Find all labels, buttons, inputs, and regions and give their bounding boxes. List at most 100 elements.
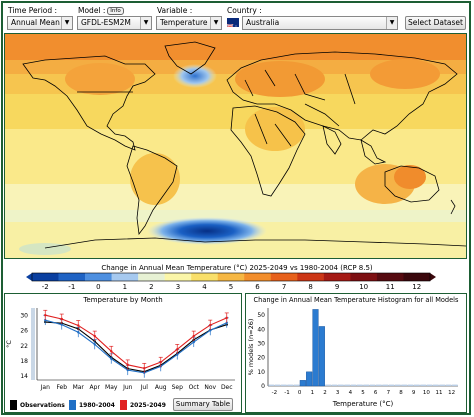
colorbar-segment [217,273,245,281]
data-point [77,331,80,334]
model-select[interactable]: GFDL-ESM2M ▼ [77,16,152,30]
baseline-bar [287,384,294,386]
baseline-bar [445,384,452,386]
baseline-bar [274,384,281,386]
data-point [209,329,212,332]
x-tick-label: 11 [436,390,443,396]
x-axis-label: Temperature (°C) [332,400,394,408]
data-point [159,360,162,364]
data-point [192,334,195,338]
x-tick-label: -2 [272,390,277,396]
data-point [176,353,179,356]
x-tick-label: Jun [122,384,133,391]
baseline-bar [394,384,401,386]
x-tick-label: Mar [73,384,85,391]
colorbar-tick-label: 8 [308,283,312,291]
colorbar-segment [297,273,325,281]
monthly-line-chart: 14 18 22 26 30 °C Jan Feb Mar Apr May Jun Jul Aug Sep O… [5,308,235,391]
colorbar-tick-label: 6 [255,283,260,291]
colorbar-segment [376,273,404,281]
x-tick-label: Jul [140,384,149,391]
legend-2025-2049: 2025-2049 [120,400,166,410]
baseline-bar [369,384,376,386]
colorbar-segment [191,273,219,281]
world-map-svg [5,34,466,258]
baseline-bar [280,384,287,386]
baseline-bar [363,384,370,386]
y-tick-label: 10 [257,369,265,376]
legend-swatch-observations [10,400,17,410]
baseline-bar [420,384,427,386]
y-range-strip [31,308,35,380]
y-tick-label: 0 [261,383,265,390]
country-select[interactable]: Australia ▼ [242,16,398,30]
x-tick-label: -1 [284,390,289,396]
baseline-bar [432,384,439,386]
chevron-down-icon: ▼ [61,17,72,29]
colorbar-segment [164,273,192,281]
x-tick-label: May [105,384,118,391]
baseline-bar [439,384,446,386]
legend-label-1980-2004: 1980-2004 [79,401,115,409]
baseline-bar [293,384,300,386]
histogram-panel: Change in Annual Mean Temperature Histog… [245,293,467,413]
baseline-bar [451,384,458,386]
x-tick-label: 2 [323,390,327,396]
data-point [110,350,113,353]
y-tick-label: 18 [20,358,28,365]
model-info-button[interactable]: Info [107,7,124,15]
baseline-bar [388,384,395,386]
histogram-title: Change in Annual Mean Temperature Histog… [253,296,459,304]
legend-label-2025-2049: 2025-2049 [130,401,166,409]
data-point [93,334,96,338]
temperature-by-month-panel: Temperature by Month 14 18 22 26 30 °C Jan Feb M… [4,293,242,413]
legend-observations: Observations [10,400,65,410]
baseline-bar [401,384,408,386]
x-tick-label: Oct [189,384,200,391]
histogram-bar [312,309,319,387]
baseline-bar [331,384,338,386]
y-tick-label: 50 [257,312,265,319]
x-tick-label: 7 [387,390,391,396]
x-tick-label: 12 [448,390,455,396]
variable-label: Variable : [157,6,193,15]
baseline-bar [382,384,389,386]
colorbar-tick-label: -2 [42,283,49,291]
series-line [45,321,227,373]
baseline-bar [344,384,351,386]
legend-swatch-1980-2004 [69,400,76,410]
summary-table-button[interactable]: Summary Table [173,398,233,411]
colorbar-high-arrow [430,273,436,281]
data-point [126,363,129,367]
x-tick-label: 1 [311,390,315,396]
baseline-bar [375,384,382,386]
chevron-down-icon: ▼ [386,17,397,29]
select-dataset-button[interactable]: Select Dataset [405,16,466,30]
x-tick-label: 4 [349,390,353,396]
baseline-bar [325,384,332,386]
x-tick-label: 3 [336,390,340,396]
colorbar-segment [270,273,298,281]
x-tick-label: 8 [399,390,403,396]
temperature-change-map[interactable] [4,33,467,259]
x-tick-label: Aug [155,384,167,391]
time-period-select[interactable]: Annual Mean ▼ [7,16,73,30]
colorbar-tick-label: 12 [412,283,421,291]
variable-value: Temperature [160,18,208,27]
x-tick-label: Nov [204,384,216,391]
colorbar-title: Change in Annual Mean Temperature (°C) 2… [101,264,373,272]
x-tick-label: Apr [90,384,101,391]
y-tick-label: 40 [257,326,265,333]
country-value: Australia [246,18,280,27]
legend-label-observations: Observations [20,401,65,409]
data-point [192,340,195,344]
baseline-bar [356,384,363,386]
variable-select[interactable]: Temperature ▼ [156,16,222,30]
data-point [44,314,47,317]
model-label: Model : [78,6,106,15]
baseline-bar [350,384,357,386]
data-point [44,318,47,322]
colorbar-tick-label: 0 [96,283,100,291]
colorbar-low-arrow [26,273,32,281]
